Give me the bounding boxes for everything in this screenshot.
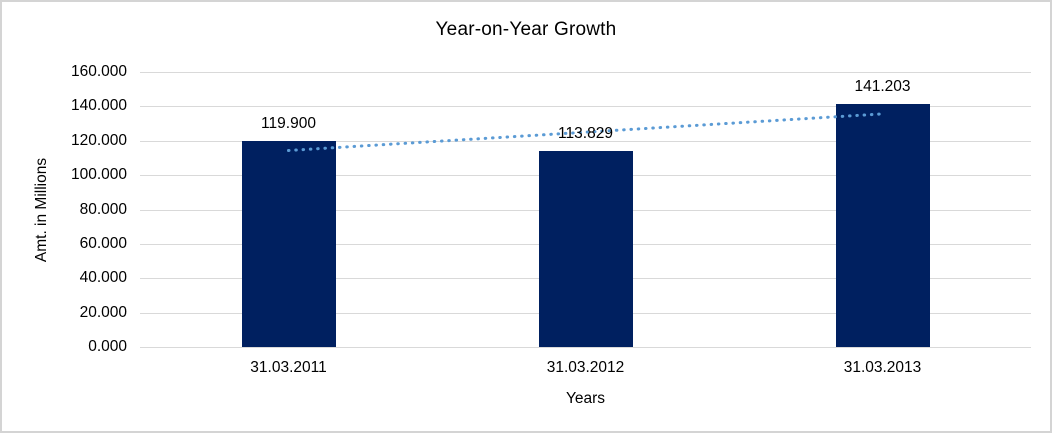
bar xyxy=(241,140,336,347)
y-gridline xyxy=(140,106,1031,107)
x-axis-tick-label: 31.03.2012 xyxy=(546,359,625,376)
y-gridline xyxy=(140,72,1031,73)
y-gridline xyxy=(140,347,1031,348)
bar-value-label: 113.829 xyxy=(558,125,613,143)
y-axis-tick-label: 80.000 xyxy=(79,201,127,218)
chart-title: Year-on-Year Growth xyxy=(435,19,617,40)
x-axis-title: Years xyxy=(565,390,606,407)
bar-value-label: 141.203 xyxy=(854,78,911,96)
bar xyxy=(538,151,633,347)
y-axis-tick-label: 20.000 xyxy=(79,304,127,321)
bar-value-label: 119.900 xyxy=(261,114,316,132)
x-axis-tick-label: 31.03.2013 xyxy=(843,359,922,376)
y-axis-tick-label: 140.000 xyxy=(70,97,127,114)
y-axis-tick-label: 60.000 xyxy=(79,235,127,252)
y-gridline xyxy=(140,141,1031,142)
y-axis-tick-label: 100.000 xyxy=(70,166,127,183)
y-axis-tick-label: 160.000 xyxy=(70,63,127,80)
y-axis-tick-label: 120.000 xyxy=(70,132,127,149)
x-axis-tick-label: 31.03.2011 xyxy=(250,359,327,376)
y-axis-tick-label: 40.000 xyxy=(79,269,127,286)
y-axis-tick-label: 0.000 xyxy=(88,338,127,355)
bar xyxy=(835,104,930,347)
